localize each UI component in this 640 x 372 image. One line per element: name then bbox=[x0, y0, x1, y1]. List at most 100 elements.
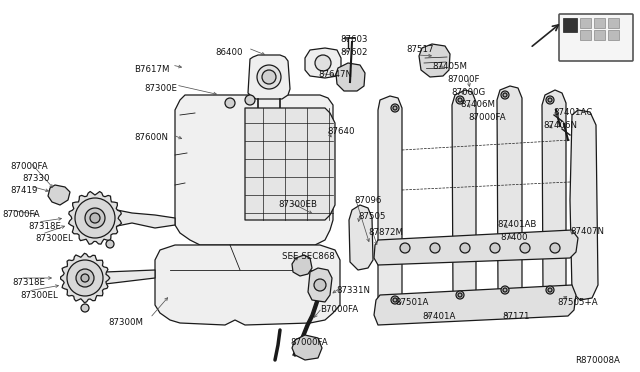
Polygon shape bbox=[105, 270, 155, 284]
Circle shape bbox=[548, 98, 552, 102]
Circle shape bbox=[501, 91, 509, 99]
Circle shape bbox=[262, 70, 276, 84]
Circle shape bbox=[85, 208, 105, 228]
Polygon shape bbox=[248, 55, 290, 99]
Text: 86400: 86400 bbox=[215, 48, 243, 57]
Text: 87318E: 87318E bbox=[28, 222, 61, 231]
Text: 87300EB: 87300EB bbox=[278, 200, 317, 209]
Polygon shape bbox=[61, 253, 110, 303]
Text: 87000FA: 87000FA bbox=[2, 210, 40, 219]
Bar bbox=[563, 18, 577, 32]
Polygon shape bbox=[336, 63, 365, 91]
Text: 87600N: 87600N bbox=[134, 133, 168, 142]
Text: 87640: 87640 bbox=[327, 127, 355, 136]
Text: 87330: 87330 bbox=[22, 174, 49, 183]
Polygon shape bbox=[374, 285, 576, 325]
Text: 87406M: 87406M bbox=[460, 100, 495, 109]
Text: 87602: 87602 bbox=[340, 48, 367, 57]
Polygon shape bbox=[68, 192, 122, 244]
Bar bbox=[580, 30, 591, 40]
Text: B7000FA: B7000FA bbox=[320, 305, 358, 314]
Bar bbox=[594, 18, 605, 28]
Polygon shape bbox=[117, 210, 175, 228]
Circle shape bbox=[546, 96, 554, 104]
Text: 87300E: 87300E bbox=[144, 84, 177, 93]
Circle shape bbox=[400, 243, 410, 253]
Circle shape bbox=[81, 274, 89, 282]
Circle shape bbox=[245, 95, 255, 105]
Circle shape bbox=[501, 286, 509, 294]
Text: 87505: 87505 bbox=[358, 212, 385, 221]
Circle shape bbox=[546, 286, 554, 294]
Text: 87300EL: 87300EL bbox=[35, 234, 73, 243]
Circle shape bbox=[90, 213, 100, 223]
Circle shape bbox=[460, 243, 470, 253]
Polygon shape bbox=[570, 110, 598, 300]
Circle shape bbox=[391, 296, 399, 304]
Circle shape bbox=[81, 304, 89, 312]
Polygon shape bbox=[292, 335, 322, 360]
Text: 87401AC: 87401AC bbox=[553, 108, 592, 117]
Bar bbox=[608, 18, 619, 28]
Circle shape bbox=[314, 279, 326, 291]
Text: 87405M: 87405M bbox=[432, 62, 467, 71]
Polygon shape bbox=[48, 185, 70, 205]
Circle shape bbox=[393, 298, 397, 302]
Text: 87406N: 87406N bbox=[543, 121, 577, 130]
Text: 87872M: 87872M bbox=[368, 228, 403, 237]
Text: 87331N: 87331N bbox=[336, 286, 370, 295]
Circle shape bbox=[548, 288, 552, 292]
Text: B7617M: B7617M bbox=[134, 65, 170, 74]
Text: 87000FA: 87000FA bbox=[468, 113, 506, 122]
Polygon shape bbox=[245, 108, 335, 220]
Circle shape bbox=[75, 198, 115, 238]
Polygon shape bbox=[308, 268, 332, 302]
Circle shape bbox=[225, 98, 235, 108]
Text: 87517: 87517 bbox=[406, 45, 433, 54]
Text: 87401A: 87401A bbox=[422, 312, 456, 321]
Circle shape bbox=[503, 288, 507, 292]
Polygon shape bbox=[155, 245, 340, 325]
Circle shape bbox=[257, 65, 281, 89]
Text: 87505+A: 87505+A bbox=[557, 298, 598, 307]
Circle shape bbox=[391, 104, 399, 112]
Bar bbox=[608, 30, 619, 40]
Text: 87603: 87603 bbox=[340, 35, 367, 44]
Text: 87171: 87171 bbox=[502, 312, 529, 321]
Polygon shape bbox=[175, 95, 333, 245]
Text: 87647N: 87647N bbox=[318, 70, 352, 79]
Text: 87000FA: 87000FA bbox=[10, 162, 47, 171]
Polygon shape bbox=[349, 205, 373, 270]
Circle shape bbox=[456, 291, 464, 299]
Text: 87419: 87419 bbox=[10, 186, 37, 195]
FancyBboxPatch shape bbox=[559, 14, 633, 61]
Text: 87300EL: 87300EL bbox=[20, 291, 58, 300]
Bar bbox=[594, 30, 605, 40]
Circle shape bbox=[67, 260, 103, 296]
Polygon shape bbox=[497, 86, 522, 300]
Text: 87401AB: 87401AB bbox=[497, 220, 536, 229]
Polygon shape bbox=[419, 44, 450, 77]
Polygon shape bbox=[452, 90, 476, 306]
Circle shape bbox=[520, 243, 530, 253]
Text: 87096: 87096 bbox=[354, 196, 381, 205]
Text: 87400: 87400 bbox=[500, 233, 527, 242]
Text: SEE SEC868: SEE SEC868 bbox=[282, 252, 335, 261]
Polygon shape bbox=[378, 96, 402, 312]
Polygon shape bbox=[292, 255, 312, 276]
Circle shape bbox=[315, 55, 331, 71]
Text: 87000F: 87000F bbox=[447, 75, 479, 84]
Polygon shape bbox=[305, 48, 341, 78]
Circle shape bbox=[458, 98, 462, 102]
Polygon shape bbox=[542, 90, 566, 300]
Text: R870008A: R870008A bbox=[575, 356, 620, 365]
Circle shape bbox=[503, 93, 507, 97]
Circle shape bbox=[393, 106, 397, 110]
Circle shape bbox=[106, 240, 114, 248]
Bar bbox=[580, 18, 591, 28]
Text: 87407N: 87407N bbox=[570, 227, 604, 236]
Circle shape bbox=[430, 243, 440, 253]
Text: 87501A: 87501A bbox=[395, 298, 428, 307]
Polygon shape bbox=[374, 230, 578, 265]
Circle shape bbox=[550, 243, 560, 253]
